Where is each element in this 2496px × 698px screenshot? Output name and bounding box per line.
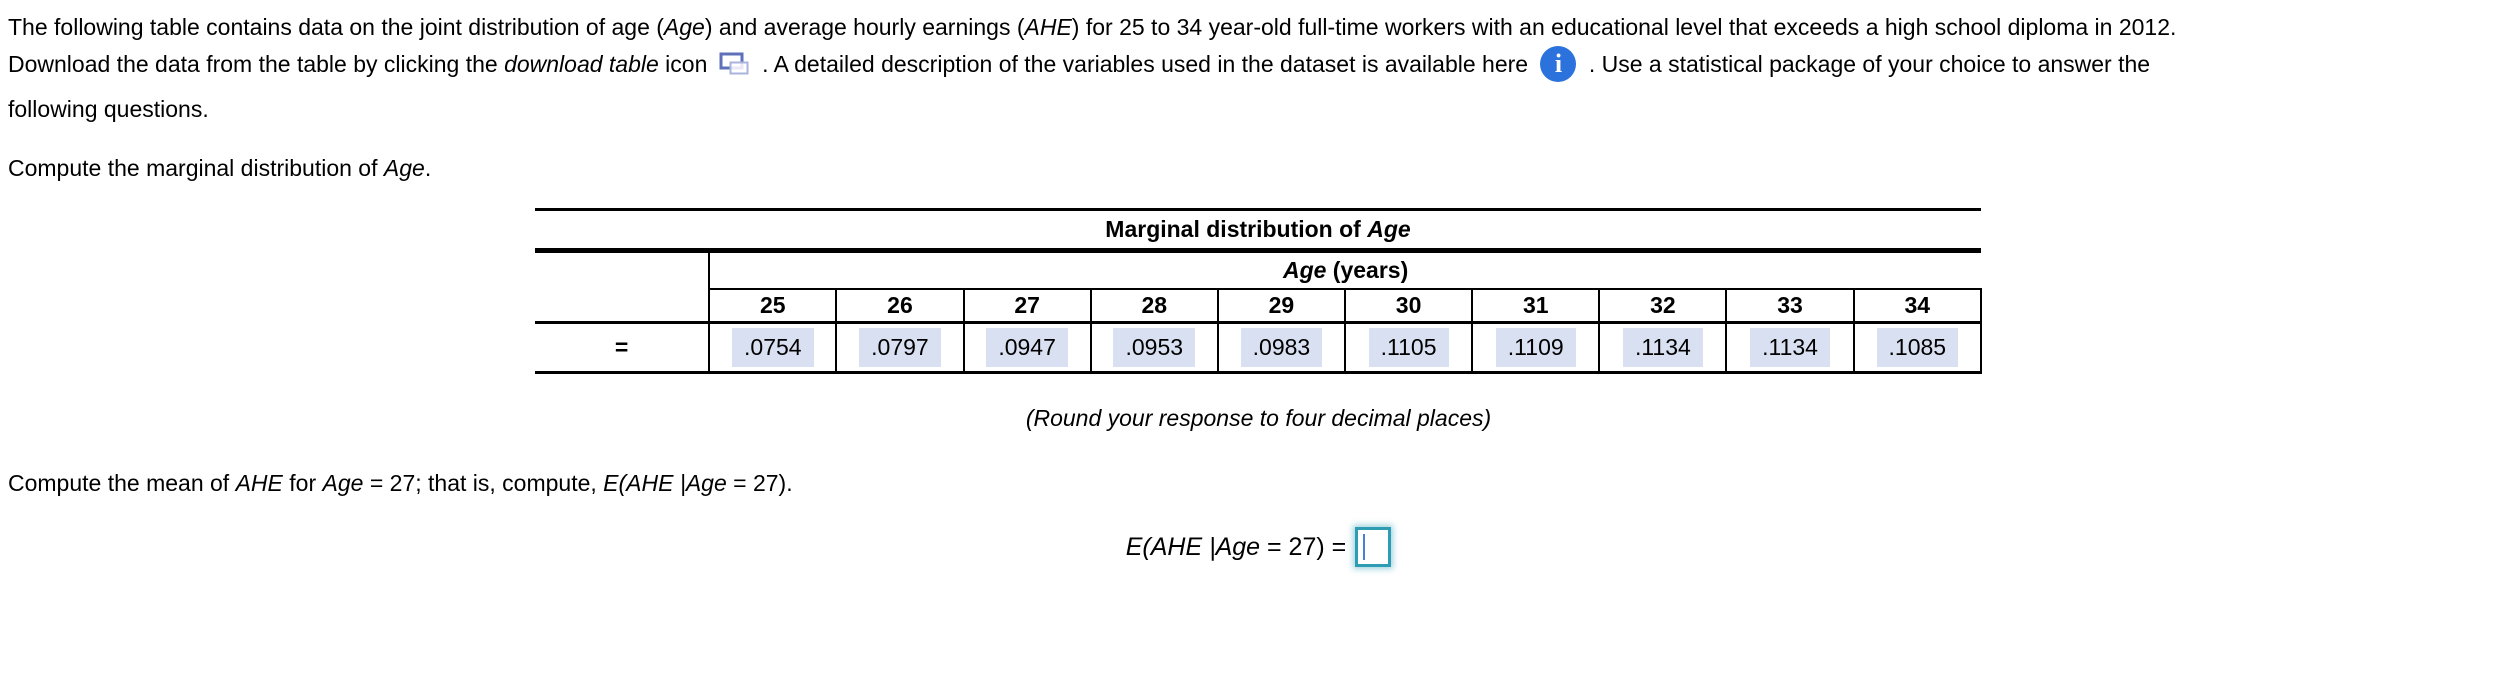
question2-expectation-expr: E(AHE |Age: [603, 470, 727, 496]
group-header-var: Age: [1282, 257, 1327, 283]
col-header-32: 32: [1598, 288, 1728, 324]
table-title-prefix: Marginal distribution of: [1105, 216, 1368, 242]
table-corner-cell: [535, 251, 709, 290]
var-ahe-italic: AHE: [1024, 14, 1072, 40]
value-cell-28: .0953: [1089, 321, 1219, 374]
question1-text-b: .: [424, 155, 432, 181]
answer-field-age-27[interactable]: .0947: [986, 328, 1068, 367]
table-values-row: = .0754 .0797 .0947 .0953 .0983 .1105 .1…: [535, 321, 1983, 374]
question2-var-age: Age: [322, 470, 364, 496]
intro-line1-text-a: The following table contains data on the…: [8, 14, 664, 40]
equation-lhs-italic: E(AHE |Age: [1125, 532, 1261, 561]
question2-var-ahe: AHE: [235, 470, 283, 496]
table-group-header-row: Age (years): [535, 250, 1981, 290]
intro-line1-text-b: ) and average hourly earnings (: [704, 14, 1025, 40]
answer-field-age-26[interactable]: .0797: [859, 328, 941, 367]
question2-text-d: = 27).: [726, 470, 793, 496]
age-years-group-header: Age (years): [708, 250, 1981, 290]
intro-line2-text-c: . A detailed description of the variable…: [755, 51, 1535, 77]
question-1: Compute the marginal distribution of Age…: [8, 155, 431, 182]
intro-line2-text-b: icon: [658, 51, 714, 77]
marginal-distribution-table: Marginal distribution of Age Age (years)…: [535, 208, 1983, 374]
intro-line-1: The following table contains data on the…: [8, 12, 2176, 42]
col-header-28: 28: [1089, 288, 1219, 324]
intro-line1-text-c: ) for 25 to 34 year-old full-time worker…: [1071, 14, 2177, 40]
round-note-1-wrapper: (Round your response to four decimal pla…: [535, 405, 1982, 432]
value-cell-30: .1105: [1343, 321, 1474, 374]
answer-field-age-25[interactable]: .0754: [732, 328, 814, 367]
round-note-1: (Round your response to four decimal pla…: [1025, 405, 1492, 431]
info-icon[interactable]: i: [1540, 46, 1577, 82]
value-cell-26: .0797: [835, 321, 965, 374]
intro-line-3: following questions.: [8, 94, 209, 124]
answer-input[interactable]: [1355, 527, 1392, 567]
question1-var-age: Age: [383, 155, 425, 181]
col-header-27: 27: [962, 288, 1092, 324]
table-title-var: Age: [1367, 216, 1411, 242]
info-icon-glyph: i: [1554, 49, 1563, 78]
row-label-equals: =: [535, 322, 711, 374]
value-cell-33: .1134: [1725, 321, 1855, 374]
question2-text-b: for: [282, 470, 323, 496]
group-header-suffix: (years): [1326, 257, 1409, 283]
table-column-header-row: 25 26 27 28 29 30 31 32 33 34: [535, 288, 1983, 324]
answer-field-age-33[interactable]: .1134: [1750, 328, 1831, 367]
intro-line3-text: following questions.: [8, 96, 209, 122]
table-title-row: Marginal distribution of Age: [535, 208, 1981, 253]
question2-text-c: = 27; that is, compute,: [363, 470, 604, 496]
col-header-33: 33: [1725, 288, 1855, 324]
answer-field-age-30[interactable]: .1105: [1368, 328, 1449, 367]
col-header-30: 30: [1343, 288, 1474, 324]
col-header-29: 29: [1216, 288, 1347, 324]
value-cell-31: .1109: [1471, 321, 1601, 374]
col-header-34: 34: [1852, 288, 1983, 324]
table-blank-cell: [535, 289, 710, 324]
col-header-26: 26: [835, 288, 965, 324]
value-cell-25: .0754: [708, 321, 838, 374]
equation-lhs-rest: = 27): [1260, 532, 1332, 561]
text-caret: [1363, 534, 1366, 560]
col-header-25: 25: [708, 288, 838, 324]
equation-equals-sign: =: [1331, 532, 1347, 561]
answer-field-age-31[interactable]: .1109: [1495, 328, 1576, 367]
answer-field-age-29[interactable]: .0983: [1240, 328, 1323, 367]
intro-line2-text-a: Download the data from the table by clic…: [8, 51, 505, 77]
equation-row: E(AHE |Age = 27) =: [535, 522, 1982, 572]
answer-field-age-34[interactable]: .1085: [1876, 328, 1959, 367]
question-2: Compute the mean of AHE for Age = 27; th…: [8, 470, 793, 497]
value-cell-34: .1085: [1852, 321, 1983, 374]
answer-field-age-28[interactable]: .0953: [1113, 328, 1196, 367]
answer-field-age-32[interactable]: .1134: [1622, 328, 1703, 367]
download-table-label: download table: [504, 51, 659, 77]
marginal-distribution-table-wrapper: Marginal distribution of Age Age (years)…: [535, 208, 1983, 374]
var-age-italic: Age: [663, 14, 705, 40]
intro-line2-text-d: . Use a statistical package of your choi…: [1582, 51, 2151, 77]
table-title: Marginal distribution of Age: [535, 208, 1981, 253]
question1-text-a: Compute the marginal distribution of: [8, 155, 384, 181]
question2-text-a: Compute the mean of: [8, 470, 236, 496]
value-cell-32: .1134: [1598, 321, 1728, 374]
value-cell-29: .0983: [1216, 321, 1347, 374]
intro-line-2: Download the data from the table by clic…: [8, 44, 2150, 84]
download-table-icon[interactable]: [719, 50, 751, 78]
value-cell-27: .0947: [962, 321, 1092, 374]
col-header-31: 31: [1471, 288, 1601, 324]
